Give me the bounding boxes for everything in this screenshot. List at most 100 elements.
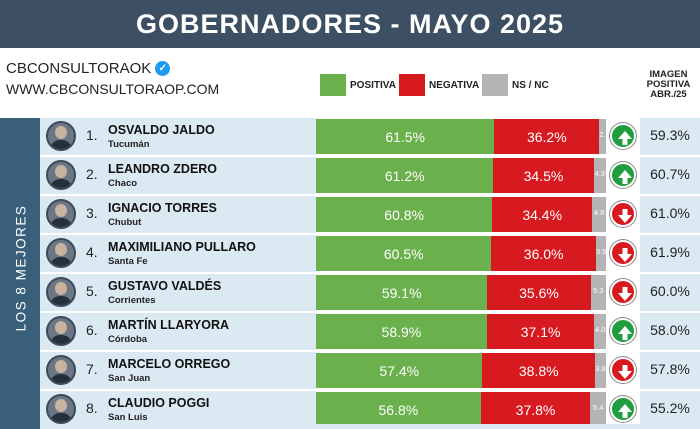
governor-cell: 2. LEANDRO ZDERO Chaco: [40, 157, 316, 194]
legend-swatch-positiva: [320, 74, 346, 96]
legend-swatch-negativa: [399, 74, 425, 96]
bar-negativa: 34.5%: [493, 158, 594, 193]
governor-cell: 8. CLAUDIO POGGI San Luis: [40, 391, 316, 428]
legend-swatch-ns-nc: [482, 74, 508, 96]
avatar: [46, 238, 76, 268]
governor-name: IGNACIO TORRES: [108, 201, 217, 215]
trend-cell: [607, 157, 637, 194]
bar-label-ns-nc: 4.3: [594, 169, 605, 178]
avatar: [46, 277, 76, 307]
header-bar: GOBERNADORES - MAYO 2025: [0, 0, 700, 48]
previous-image-header: IMAGEN POSITIVA ABR./25: [646, 69, 691, 100]
bar-label-positiva: 61.5%: [385, 129, 426, 145]
arrow-down-icon: [610, 357, 636, 383]
trend-cell: [607, 196, 637, 233]
bar-negativa: 35.6%: [487, 275, 591, 310]
legend-ns-nc: NS / NC: [482, 74, 549, 96]
bar-ns-nc: 3.5: [595, 236, 607, 271]
rank-number: 8.: [86, 400, 98, 416]
bar-label-positiva: 61.2%: [384, 168, 425, 184]
previous-image-value: 60.0%: [650, 283, 690, 299]
previous-image-value: 59.3%: [650, 127, 690, 143]
province-name: Chubut: [108, 217, 142, 228]
bar-positiva: 61.2%: [316, 158, 494, 193]
avatar: [46, 121, 76, 151]
bar-positiva: 60.5%: [316, 236, 492, 271]
side-panel: [0, 118, 40, 429]
province-name: Santa Fe: [108, 256, 148, 267]
bar-negativa: 37.1%: [486, 314, 595, 349]
bar-ns-nc: 5.3: [590, 275, 606, 310]
table-row: 4. MAXIMILIANO PULLARO Santa Fe 60.5% 36.0% 3…: [40, 235, 700, 272]
bar-ns-nc: 2.3: [599, 119, 610, 154]
bar-positiva: 56.8%: [316, 392, 481, 427]
bar-negativa: 38.8%: [482, 353, 595, 388]
legend-negativa: NEGATIVA: [399, 74, 479, 96]
side-label: LOS 8 MEJORES: [13, 204, 29, 332]
bar-label-positiva: 60.5%: [383, 246, 424, 262]
arrow-up-icon: [610, 123, 636, 149]
governor-name: MARTÍN LLARYORA: [108, 318, 230, 332]
table-row: 3. IGNACIO TORRES Chubut 60.8% 34.4% 4.8 61.0%: [40, 196, 700, 233]
arrow-down-icon: [610, 240, 636, 266]
previous-image-value: 61.9%: [650, 244, 690, 260]
previous-image-cell: 59.3%: [640, 118, 700, 155]
bar-label-ns-nc: 4.0: [594, 325, 606, 334]
bar-label-negativa: 36.2%: [526, 129, 567, 145]
previous-image-value: 60.7%: [650, 166, 690, 182]
bar-label-negativa: 34.5%: [523, 168, 564, 184]
legend-label-positiva: POSITIVA: [350, 79, 396, 91]
bar-label-positiva: 60.8%: [384, 207, 424, 223]
bar-label-positiva: 58.9%: [381, 324, 422, 340]
rank-number: 5.: [86, 283, 98, 299]
governor-name: LEANDRO ZDERO: [108, 162, 218, 176]
bar-label-ns-nc: 3.5: [595, 247, 607, 256]
bar-label-ns-nc: 3.8: [595, 364, 606, 373]
trend-cell: [607, 313, 637, 350]
bar-ns-nc: 4.0: [594, 314, 606, 349]
rank-number: 3.: [86, 205, 98, 221]
previous-image-value: 58.0%: [650, 322, 690, 338]
brand-block: CBCONSULTORAOK ✓ WWW.CBCONSULTORAOP.COM: [6, 60, 219, 97]
table-row: 2. LEANDRO ZDERO Chaco 61.2% 34.5% 4.3 60.7%: [40, 157, 700, 194]
bar-negativa: 36.0%: [491, 236, 596, 271]
arrow-up-icon: [610, 162, 636, 188]
province-name: San Juan: [108, 373, 151, 384]
bar-label-negativa: 36.0%: [523, 246, 564, 262]
bar-positiva: 58.9%: [316, 314, 487, 349]
bar-label-positiva: 59.1%: [381, 285, 422, 301]
bar-ns-nc: 4.8: [592, 197, 606, 232]
governor-cell: 4. MAXIMILIANO PULLARO Santa Fe: [40, 235, 316, 272]
bar-label-negativa: 38.8%: [518, 363, 559, 379]
bar-positiva: 61.5%: [316, 119, 495, 154]
avatar: [46, 316, 76, 346]
legend-label-ns-nc: NS / NC: [512, 79, 549, 91]
brand-name: CBCONSULTORAOK ✓: [6, 60, 219, 77]
legend-positiva: POSITIVA: [320, 74, 396, 96]
governor-cell: 7. MARCELO ORREGO San Juan: [40, 352, 316, 389]
bar-label-negativa: 37.1%: [520, 324, 561, 340]
trend-cell: [607, 391, 637, 428]
province-name: Córdoba: [108, 334, 148, 345]
rank-number: 1.: [86, 127, 98, 143]
governor-name: MAXIMILIANO PULLARO: [108, 240, 256, 254]
arrow-down-icon: [610, 201, 636, 227]
table-row: 1. OSVALDO JALDO Tucumán 61.5% 36.2% 2.3 59.3%: [40, 118, 700, 155]
table-row: 6. MARTÍN LLARYORA Córdoba 58.9% 37.1% 4.0 58.…: [40, 313, 700, 350]
arrow-up-icon: [610, 396, 636, 422]
brand-name-text: CBCONSULTORAOK: [6, 60, 152, 77]
governor-cell: 3. IGNACIO TORRES Chubut: [40, 196, 316, 233]
previous-image-cell: 57.8%: [640, 352, 700, 389]
arrow-down-icon: [610, 279, 636, 305]
governor-name: GUSTAVO VALDÉS: [108, 279, 222, 293]
rank-number: 4.: [86, 244, 98, 260]
governor-name: OSVALDO JALDO: [108, 123, 215, 137]
previous-image-cell: 55.2%: [640, 391, 700, 428]
brand-url: WWW.CBCONSULTORAOP.COM: [6, 81, 220, 97]
avatar: [46, 394, 76, 424]
governor-cell: 1. OSVALDO JALDO Tucumán: [40, 118, 316, 155]
bar-label-negativa: 34.4%: [522, 207, 563, 223]
table-row: 7. MARCELO ORREGO San Juan 57.4% 38.8% 3.8 57.…: [40, 352, 700, 389]
legend-label-negativa: NEGATIVA: [429, 79, 480, 91]
bar-ns-nc: 3.8: [594, 353, 606, 388]
